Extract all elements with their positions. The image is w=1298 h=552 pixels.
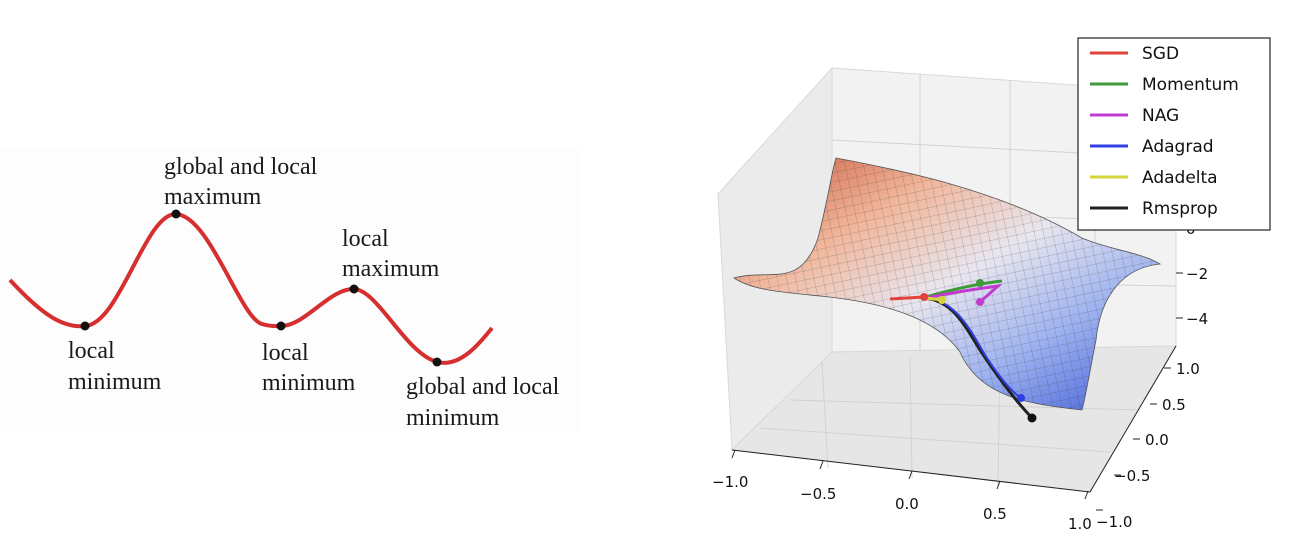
z-tick-label: −4 [1186, 310, 1208, 328]
legend: SGD Momentum NAG Adagrad Adadelta Rmspro… [1077, 37, 1271, 231]
momentum-path [925, 279, 1003, 299]
legend-entry: Adagrad [1090, 137, 1214, 157]
rmsprop-endpoint [1027, 413, 1037, 423]
y-axis-line [1089, 345, 1177, 493]
legend-label: Adadelta [1142, 168, 1218, 188]
legend-entry: NAG [1090, 106, 1179, 126]
legend-label: Adagrad [1142, 137, 1214, 157]
x-tick-label: −0.5 [800, 485, 836, 503]
local-min-1-label-line2: minimum [68, 369, 162, 395]
local-min-point-2 [276, 321, 286, 331]
nag-endpoint [976, 298, 984, 306]
adadelta-endpoint [938, 296, 946, 304]
legend-entry: Momentum [1090, 75, 1239, 95]
z-axis-ticks [1176, 227, 1183, 319]
legend-label: Rmsprop [1142, 199, 1218, 219]
x-axis-line [731, 449, 1091, 493]
z-tick-label: −2 [1186, 265, 1208, 283]
y-tick-label: 0.0 [1145, 431, 1169, 449]
global-max-label-line1: global and local [164, 154, 318, 180]
legend-label: SGD [1142, 44, 1179, 64]
global-min-label-line2: minimum [406, 405, 500, 430]
momentum-endpoint [976, 279, 984, 287]
y-tick-label: 0.5 [1162, 396, 1186, 414]
local-min-point-1 [80, 321, 90, 331]
sgd-endpoint [920, 293, 928, 301]
legend-entry: Adadelta [1090, 168, 1218, 188]
x-tick-label: 0.0 [895, 495, 919, 513]
legend-box [1077, 37, 1271, 231]
local-min-2-label-line1: local [262, 340, 309, 366]
local-max-point [349, 284, 359, 294]
saddle-mesh [734, 158, 1160, 410]
objective-curve [8, 211, 494, 365]
y-tick-label: −0.5 [1114, 467, 1150, 485]
x-tick-label: 1.0 [1068, 515, 1092, 533]
legend-label: NAG [1142, 106, 1179, 126]
x-tick-label: −1.0 [712, 473, 748, 491]
x-tick-label: 0.5 [983, 505, 1007, 523]
y-axis-ticks [1096, 367, 1171, 511]
global-max-point [171, 209, 181, 219]
optima-diagram: global and local maximum local minimum l… [8, 154, 560, 430]
local-min-1-label-line1: local [68, 338, 115, 364]
adagrad-path [925, 296, 1022, 399]
legend-label: Momentum [1142, 75, 1239, 95]
global-max-label-line2: maximum [164, 184, 262, 210]
y-tick-label: −1.0 [1096, 513, 1132, 531]
legend-entry: Rmsprop [1090, 199, 1218, 219]
local-max-label-line2: maximum [342, 256, 440, 282]
y-tick-label: 1.0 [1176, 360, 1200, 378]
local-max-label-line1: local [342, 226, 389, 252]
global-min-point [432, 357, 442, 367]
sgd-path [889, 295, 925, 301]
legend-entry: SGD [1090, 44, 1179, 64]
x-axis-ticks [731, 449, 1089, 500]
global-min-label-line1: global and local [406, 374, 560, 400]
nag-path [925, 283, 1003, 304]
local-min-2-label-line2: minimum [262, 370, 356, 396]
adagrad-endpoint [1017, 394, 1025, 402]
optima-diagram-panel: global and local maximum local minimum l… [0, 148, 580, 430]
